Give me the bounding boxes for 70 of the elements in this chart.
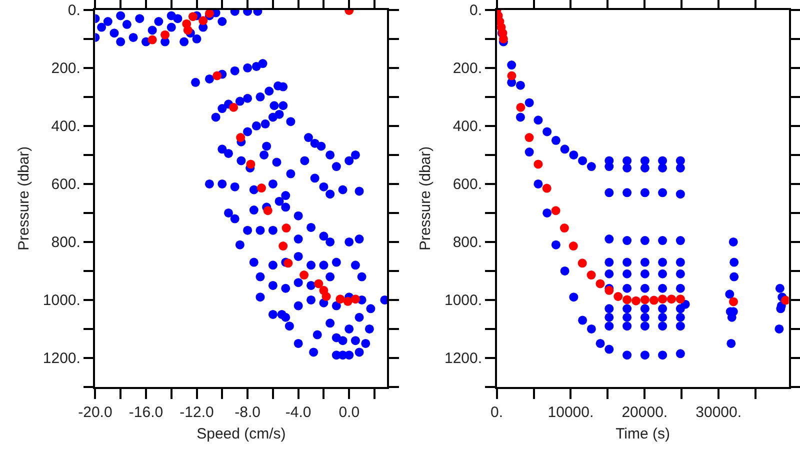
point (666, 294, 676, 304)
point (524, 133, 534, 142)
y-tick-label: 200. (452, 60, 482, 78)
y-tick-label: 600. (51, 176, 80, 194)
y-axis-title: Pressure (dbar) (417, 146, 434, 251)
point (229, 102, 238, 112)
point (236, 133, 246, 142)
x-tick-label: 10000. (548, 404, 594, 421)
point (282, 224, 291, 233)
x-tick-label: -4.0 (285, 404, 312, 421)
y-tick-label: 600. (452, 176, 482, 194)
point (212, 71, 222, 80)
point (649, 296, 658, 305)
point (676, 294, 685, 304)
point (729, 297, 738, 306)
point (343, 296, 352, 306)
point (322, 292, 331, 301)
point (246, 160, 256, 169)
y-tick-label: 400. (452, 118, 482, 136)
y-tick-label: 1000. (42, 292, 80, 310)
x-tick-label: 0. (490, 404, 504, 421)
point (658, 294, 668, 304)
x-tick-label: 30000. (696, 404, 742, 421)
x-tick-label: 20000. (622, 404, 668, 421)
point (263, 206, 272, 216)
point (551, 206, 560, 216)
y-tick-label: 1200. (444, 350, 482, 368)
point (507, 71, 516, 80)
y-tick-label: 800. (51, 234, 80, 252)
point (560, 224, 569, 233)
point (336, 294, 345, 304)
point (300, 270, 309, 280)
point (183, 26, 192, 35)
y-tick-label: 0. (470, 2, 482, 20)
y-axis-title: Pressure (dbar) (16, 146, 33, 251)
point (188, 12, 198, 22)
point (640, 295, 650, 304)
point (350, 294, 360, 304)
point (632, 296, 640, 306)
y-tick-label: 0. (68, 2, 80, 20)
x-tick-label: 0.0 (338, 404, 360, 421)
point (622, 295, 632, 304)
point (160, 30, 170, 40)
point (198, 16, 208, 26)
point (516, 102, 526, 112)
y-tick-label: 1200. (42, 350, 80, 368)
point (586, 270, 596, 280)
point (148, 35, 157, 44)
y-tick-label: 400. (51, 118, 80, 136)
point (614, 292, 623, 301)
point (578, 258, 587, 268)
x-axis-title: Time (s) (616, 425, 670, 442)
point (278, 242, 288, 251)
point (542, 184, 552, 193)
point (534, 160, 543, 169)
point (257, 184, 266, 193)
point (284, 258, 293, 268)
y-tick-label: 1000. (444, 292, 482, 310)
point (568, 242, 578, 251)
x-tick-label: -12.0 (180, 404, 214, 421)
x-tick-label: -20.0 (78, 404, 112, 421)
x-axis-title: Speed (cm/s) (196, 425, 286, 442)
point (596, 279, 605, 288)
y-tick-label: 200. (51, 60, 80, 78)
point (204, 10, 214, 18)
point (781, 296, 789, 305)
point (314, 279, 324, 288)
y-tick-label: 800. (452, 234, 482, 252)
x-tick-label: -8.0 (234, 404, 260, 421)
x-tick-label: -16.0 (128, 404, 164, 421)
